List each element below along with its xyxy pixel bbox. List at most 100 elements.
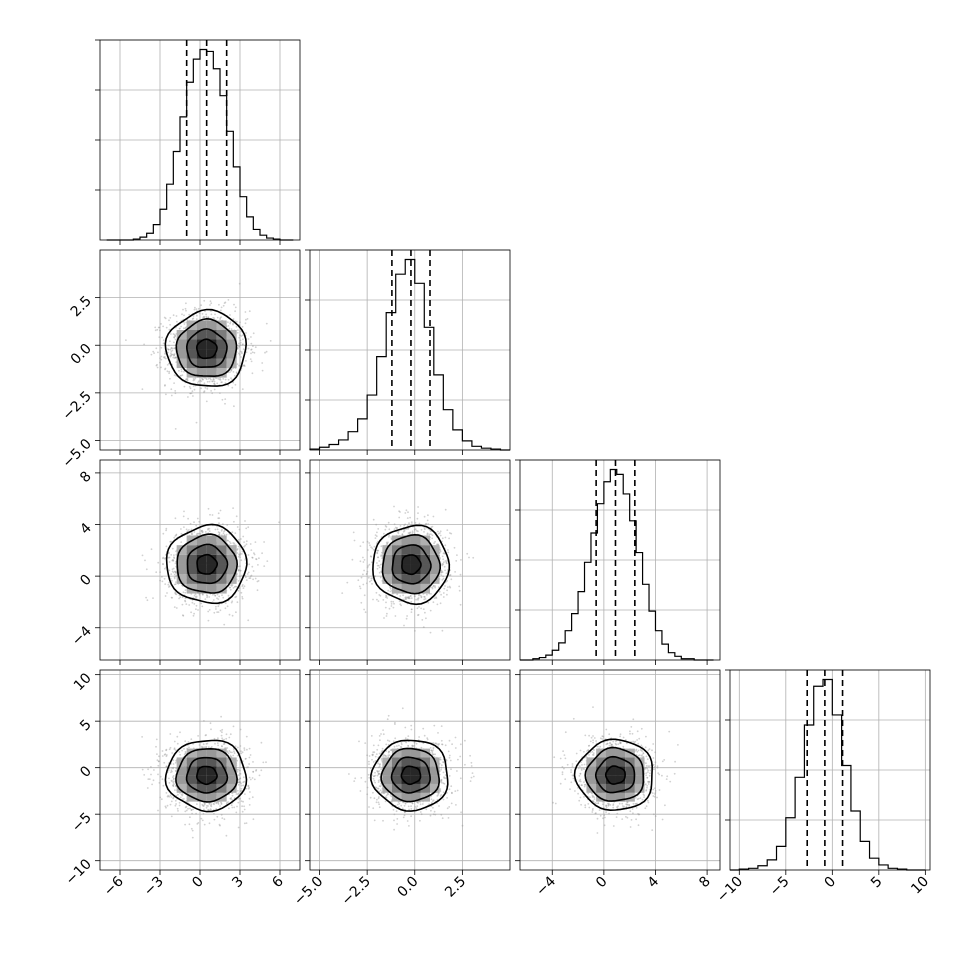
scatter-point bbox=[242, 348, 245, 350]
scatter-point bbox=[226, 751, 229, 754]
density-cell bbox=[196, 330, 207, 340]
scatter-point bbox=[247, 619, 250, 622]
scatter-point bbox=[185, 809, 188, 812]
scatter-point bbox=[162, 563, 165, 565]
scatter-point bbox=[196, 517, 199, 520]
scatter-point bbox=[363, 594, 366, 597]
scatter-point bbox=[169, 354, 172, 357]
scatter-point bbox=[263, 565, 266, 567]
scatter-point bbox=[266, 560, 269, 562]
scatter-point bbox=[235, 371, 238, 374]
scatter-point bbox=[173, 570, 176, 573]
scatter-point bbox=[239, 350, 242, 353]
scatter-point bbox=[418, 522, 421, 525]
scatter-point bbox=[232, 318, 235, 320]
scatter-point bbox=[248, 747, 251, 750]
scatter-point bbox=[441, 555, 444, 558]
scatter-point bbox=[170, 573, 173, 575]
scatter-point bbox=[161, 580, 164, 583]
scatter-point bbox=[166, 804, 169, 807]
scatter-point bbox=[239, 773, 242, 775]
scatter-point bbox=[237, 569, 240, 572]
density-cell bbox=[226, 358, 237, 369]
scatter-point bbox=[252, 570, 255, 572]
scatter-point bbox=[385, 595, 388, 598]
scatter-point bbox=[380, 570, 382, 573]
scatter-point bbox=[179, 327, 181, 330]
density-cell bbox=[186, 564, 197, 575]
scatter-point bbox=[416, 607, 419, 610]
scatter-point bbox=[245, 579, 248, 581]
scatter-point bbox=[230, 369, 233, 372]
scatter-point bbox=[174, 392, 177, 395]
scatter-point bbox=[229, 542, 232, 545]
scatter-point bbox=[186, 377, 189, 380]
scatter-point bbox=[174, 562, 177, 565]
scatter-point bbox=[239, 341, 242, 344]
scatter-point bbox=[360, 601, 363, 604]
scatter-point bbox=[385, 601, 387, 604]
density-cell bbox=[216, 574, 227, 584]
scatter-point bbox=[432, 515, 435, 518]
scatter-point bbox=[145, 568, 148, 571]
scatter-point bbox=[250, 342, 253, 345]
scatter-point bbox=[237, 792, 240, 795]
scatter-point bbox=[248, 563, 251, 566]
scatter-point bbox=[396, 593, 399, 596]
scatter-point bbox=[458, 589, 461, 592]
scatter-point bbox=[439, 557, 441, 559]
scatter-point bbox=[213, 388, 216, 391]
scatter-point bbox=[243, 365, 246, 367]
scatter-point bbox=[209, 300, 212, 303]
scatter-point bbox=[242, 364, 245, 367]
scatter-point bbox=[173, 573, 176, 576]
scatter-point bbox=[236, 363, 239, 365]
scatter-point bbox=[243, 364, 246, 367]
scatter-point bbox=[197, 307, 200, 310]
scatter-point bbox=[213, 317, 216, 320]
scatter-point bbox=[444, 536, 447, 539]
scatter-point bbox=[211, 514, 214, 516]
scatter-point bbox=[204, 531, 207, 533]
scatter-point bbox=[164, 353, 167, 355]
scatter-point bbox=[165, 545, 168, 548]
scatter-point bbox=[184, 307, 187, 310]
scatter-point bbox=[387, 541, 389, 544]
scatter-point bbox=[446, 580, 449, 582]
scatter-point bbox=[233, 520, 235, 523]
scatter-point bbox=[184, 583, 187, 586]
density-cell bbox=[226, 349, 237, 359]
density-cell bbox=[410, 545, 421, 555]
scatter-point bbox=[206, 805, 208, 807]
scatter-point bbox=[372, 598, 374, 601]
scatter-point bbox=[240, 351, 243, 353]
scatter-point bbox=[198, 594, 201, 596]
scatter-point bbox=[392, 600, 395, 603]
scatter-point bbox=[192, 614, 195, 617]
scatter-point bbox=[164, 595, 167, 597]
scatter-point bbox=[183, 748, 185, 750]
density-cell bbox=[206, 583, 217, 594]
scatter-point bbox=[196, 532, 199, 535]
scatter-point bbox=[183, 323, 186, 325]
scatter-point bbox=[168, 372, 171, 375]
scatter-point bbox=[393, 523, 396, 526]
scatter-point bbox=[227, 384, 230, 387]
scatter-point bbox=[398, 510, 400, 513]
scatter-point bbox=[376, 564, 379, 567]
scatter-point bbox=[214, 742, 216, 745]
scatter-point bbox=[241, 585, 244, 587]
scatter-point bbox=[426, 593, 428, 596]
scatter-point bbox=[241, 596, 244, 598]
scatter-point bbox=[170, 347, 173, 349]
histogram-2 bbox=[520, 468, 714, 661]
scatter-point bbox=[429, 530, 432, 533]
scatter-point bbox=[363, 608, 365, 611]
scatter-point bbox=[234, 310, 237, 313]
scatter-point bbox=[174, 390, 177, 392]
scatter-point bbox=[167, 556, 170, 559]
scatter-point bbox=[439, 548, 442, 551]
scatter-point bbox=[379, 576, 382, 579]
scatter-point bbox=[220, 316, 223, 318]
scatter-point bbox=[430, 593, 432, 595]
